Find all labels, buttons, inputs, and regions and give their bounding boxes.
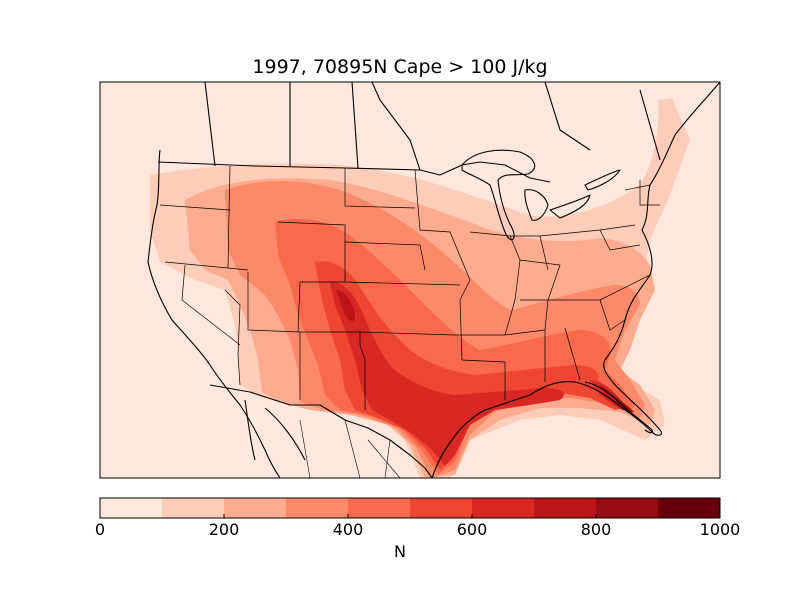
colorbar-segment: [100, 498, 163, 518]
colorbar-tick-label: 1000: [699, 520, 741, 539]
map-content: [100, 82, 720, 478]
colorbar-segment: [224, 498, 287, 518]
colorbar-segment: [534, 498, 597, 518]
pacific-coast: [147, 149, 281, 478]
colorbar-segment: [658, 498, 721, 518]
colorbar-tick-label: 200: [208, 520, 240, 539]
colorbar-segment: [162, 498, 225, 518]
baja-coast: [244, 399, 306, 461]
colorbar-frame: [99, 497, 721, 519]
colorbar-segment: [410, 498, 473, 518]
state-lines: [159, 165, 660, 410]
colorbar-segment: [348, 498, 411, 518]
map-frame: [99, 81, 721, 479]
canada-provinces: [204, 82, 661, 171]
colorbar: [100, 498, 721, 518]
colorbar-segment: [472, 498, 535, 518]
colorbar-tick-label: 0: [94, 520, 106, 539]
great-lakes: [461, 149, 621, 241]
boundary-lines: [147, 82, 720, 478]
colorbar-tick-marks: [99, 514, 721, 518]
mexico-state-lines: [299, 419, 401, 478]
colorbar-segment: [596, 498, 659, 518]
colorbar-tick-label: 800: [580, 520, 612, 539]
contour-800-900: [612, 394, 634, 413]
colorbar-segment: [286, 498, 349, 518]
florida-coast: [584, 381, 654, 434]
us-mexico-border: [209, 384, 433, 478]
colorbar-tick-label: 600: [456, 520, 488, 539]
contour-600-700: [330, 282, 625, 466]
map-title: 1997, 70895N Cape > 100 J/kg: [252, 56, 548, 78]
colorbar-label: N: [394, 542, 406, 561]
atlantic-coast: [431, 82, 720, 478]
us-canada-border: [157, 161, 551, 183]
colorbar-tick-label: 400: [332, 520, 364, 539]
